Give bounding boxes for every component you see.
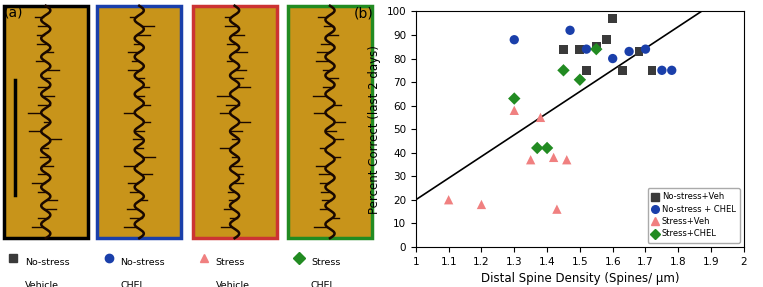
Text: CHEL: CHEL (311, 281, 336, 287)
Text: Vehicle: Vehicle (24, 281, 59, 287)
Point (531, 146, 543, 150)
Bar (4, 6, 88, 238)
Point (656, 68, 668, 73)
Text: (a): (a) (4, 6, 24, 20)
Text: Stress: Stress (311, 258, 340, 267)
Point (581, 47, 593, 51)
Point (475, 202, 488, 207)
Point (548, 155, 560, 160)
Text: Vehicle: Vehicle (216, 281, 250, 287)
Text: No-stress: No-stress (121, 258, 165, 267)
Point (617, 68, 629, 73)
Point (508, 108, 520, 113)
Bar (288, 6, 372, 238)
Text: (b): (b) (353, 7, 373, 21)
Point (574, 77, 586, 82)
Point (551, 207, 563, 212)
Point (561, 158, 573, 162)
Point (443, 197, 455, 202)
Y-axis label: Percent Correct (last 2 days): Percent Correct (last 2 days) (368, 45, 381, 214)
Point (591, 44, 603, 49)
Point (665, 68, 678, 73)
Point (525, 158, 537, 162)
X-axis label: Distal Spine Density (Spines/ μm): Distal Spine Density (Spines/ μm) (481, 272, 679, 285)
Bar (98, 6, 181, 238)
Point (534, 115, 546, 120)
Point (591, 47, 603, 51)
Point (623, 49, 636, 54)
Point (600, 37, 612, 42)
Point (557, 68, 569, 73)
Point (564, 28, 576, 33)
Text: No-stress: No-stress (24, 258, 69, 267)
Point (581, 68, 593, 73)
Point (508, 96, 520, 101)
Point (646, 68, 658, 73)
Point (607, 56, 619, 61)
Point (557, 47, 569, 51)
Point (639, 47, 652, 51)
Point (508, 37, 520, 42)
Legend: No-stress+Veh, No-stress + CHEL, Stress+Veh, Stress+CHEL: No-stress+Veh, No-stress + CHEL, Stress+… (648, 188, 740, 243)
Text: Stress: Stress (216, 258, 245, 267)
Point (541, 146, 553, 150)
Bar (192, 6, 276, 238)
Point (633, 49, 645, 54)
Text: CHEL: CHEL (121, 281, 145, 287)
Point (607, 16, 619, 21)
Point (574, 47, 586, 51)
